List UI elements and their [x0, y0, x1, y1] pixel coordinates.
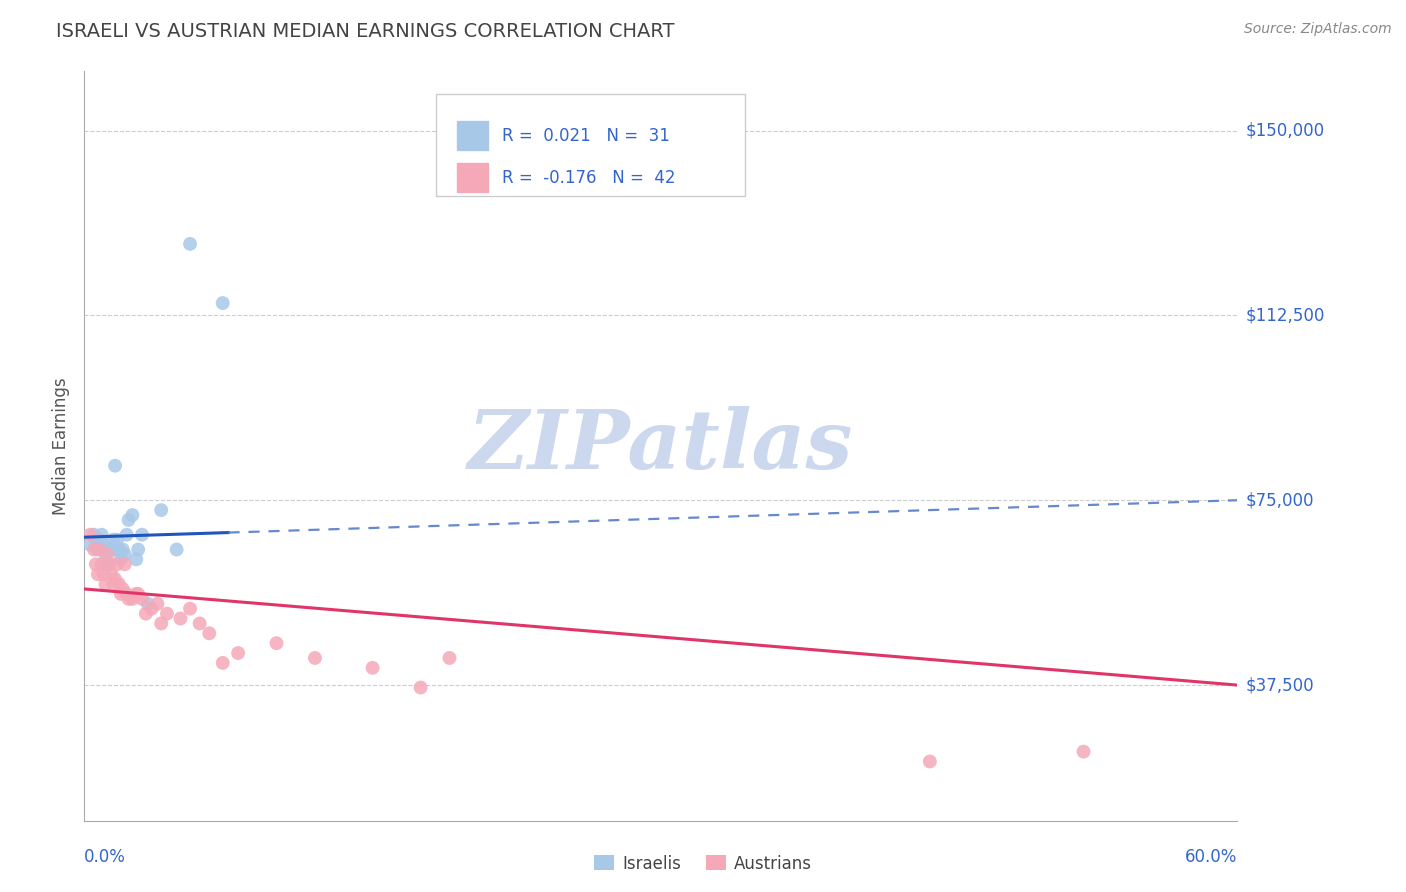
Point [104, 542, 127, 557]
Point [103, 577, 124, 591]
Text: Source: ZipAtlas.com: Source: ZipAtlas.com [1244, 22, 1392, 37]
Point [79, 538, 101, 552]
Text: ISRAELI VS AUSTRIAN MEDIAN EARNINGS CORRELATION CHART: ISRAELI VS AUSTRIAN MEDIAN EARNINGS CORR… [56, 22, 675, 41]
Point [103, 533, 124, 547]
Point [114, 558, 136, 572]
Point [135, 607, 157, 621]
Point [115, 587, 138, 601]
Point [179, 236, 201, 251]
Point [127, 587, 149, 601]
Point [90, 527, 112, 541]
Point [105, 558, 128, 572]
Point [156, 607, 179, 621]
Point [83, 527, 105, 541]
Point [131, 527, 153, 541]
Point [111, 582, 134, 596]
Point [131, 591, 153, 606]
Text: $37,500: $37,500 [1246, 676, 1315, 694]
Point [98, 558, 121, 572]
Text: 0.0%: 0.0% [84, 848, 127, 866]
Point [90, 558, 112, 572]
Text: 60.0%: 60.0% [1185, 848, 1237, 866]
Point [136, 597, 159, 611]
Point [87, 542, 110, 557]
Text: R =  0.021   N =  31: R = 0.021 N = 31 [502, 127, 669, 145]
Point [93, 542, 115, 557]
Point [84, 538, 107, 552]
Legend: Israelis, Austrians: Israelis, Austrians [588, 848, 818, 880]
Text: $75,000: $75,000 [1246, 491, 1315, 509]
Point [93, 567, 115, 582]
Point [89, 542, 111, 557]
Point [198, 626, 221, 640]
Point [125, 587, 148, 601]
Point [150, 616, 173, 631]
Y-axis label: Median Earnings: Median Earnings [52, 377, 70, 515]
Point [304, 651, 326, 665]
Point [179, 601, 201, 615]
Point [100, 542, 122, 557]
Point [266, 636, 288, 650]
Point [121, 591, 143, 606]
Point [96, 558, 118, 572]
Point [104, 458, 127, 473]
Point [1073, 745, 1095, 759]
Text: R =  -0.176   N =  42: R = -0.176 N = 42 [502, 169, 675, 186]
Point [166, 542, 188, 557]
Point [211, 656, 233, 670]
Point [96, 548, 118, 562]
Point [94, 552, 117, 566]
Point [141, 601, 163, 615]
Point [146, 597, 169, 611]
Point [110, 552, 132, 566]
Point [93, 538, 115, 552]
Point [84, 558, 107, 572]
Point [98, 558, 121, 572]
Point [127, 542, 149, 557]
Point [104, 572, 127, 586]
Point [105, 533, 128, 547]
Text: $112,500: $112,500 [1246, 306, 1324, 325]
Point [117, 513, 139, 527]
Point [108, 542, 131, 557]
Point [111, 542, 134, 557]
Point [110, 587, 132, 601]
Point [108, 577, 131, 591]
Point [89, 533, 111, 547]
Point [361, 661, 384, 675]
Point [211, 296, 233, 310]
Point [94, 577, 117, 591]
Point [115, 527, 138, 541]
Point [125, 552, 148, 566]
Point [439, 651, 461, 665]
Point [409, 681, 432, 695]
Point [87, 567, 110, 582]
Point [100, 567, 122, 582]
Point [169, 611, 191, 625]
Point [150, 503, 173, 517]
Point [918, 755, 941, 769]
Point [83, 542, 105, 557]
Text: ZIPatlas: ZIPatlas [468, 406, 853, 486]
Point [114, 548, 136, 562]
Text: $150,000: $150,000 [1246, 121, 1324, 139]
Point [226, 646, 249, 660]
Point [188, 616, 211, 631]
Point [79, 527, 101, 541]
Point [121, 508, 143, 522]
Point [117, 591, 139, 606]
